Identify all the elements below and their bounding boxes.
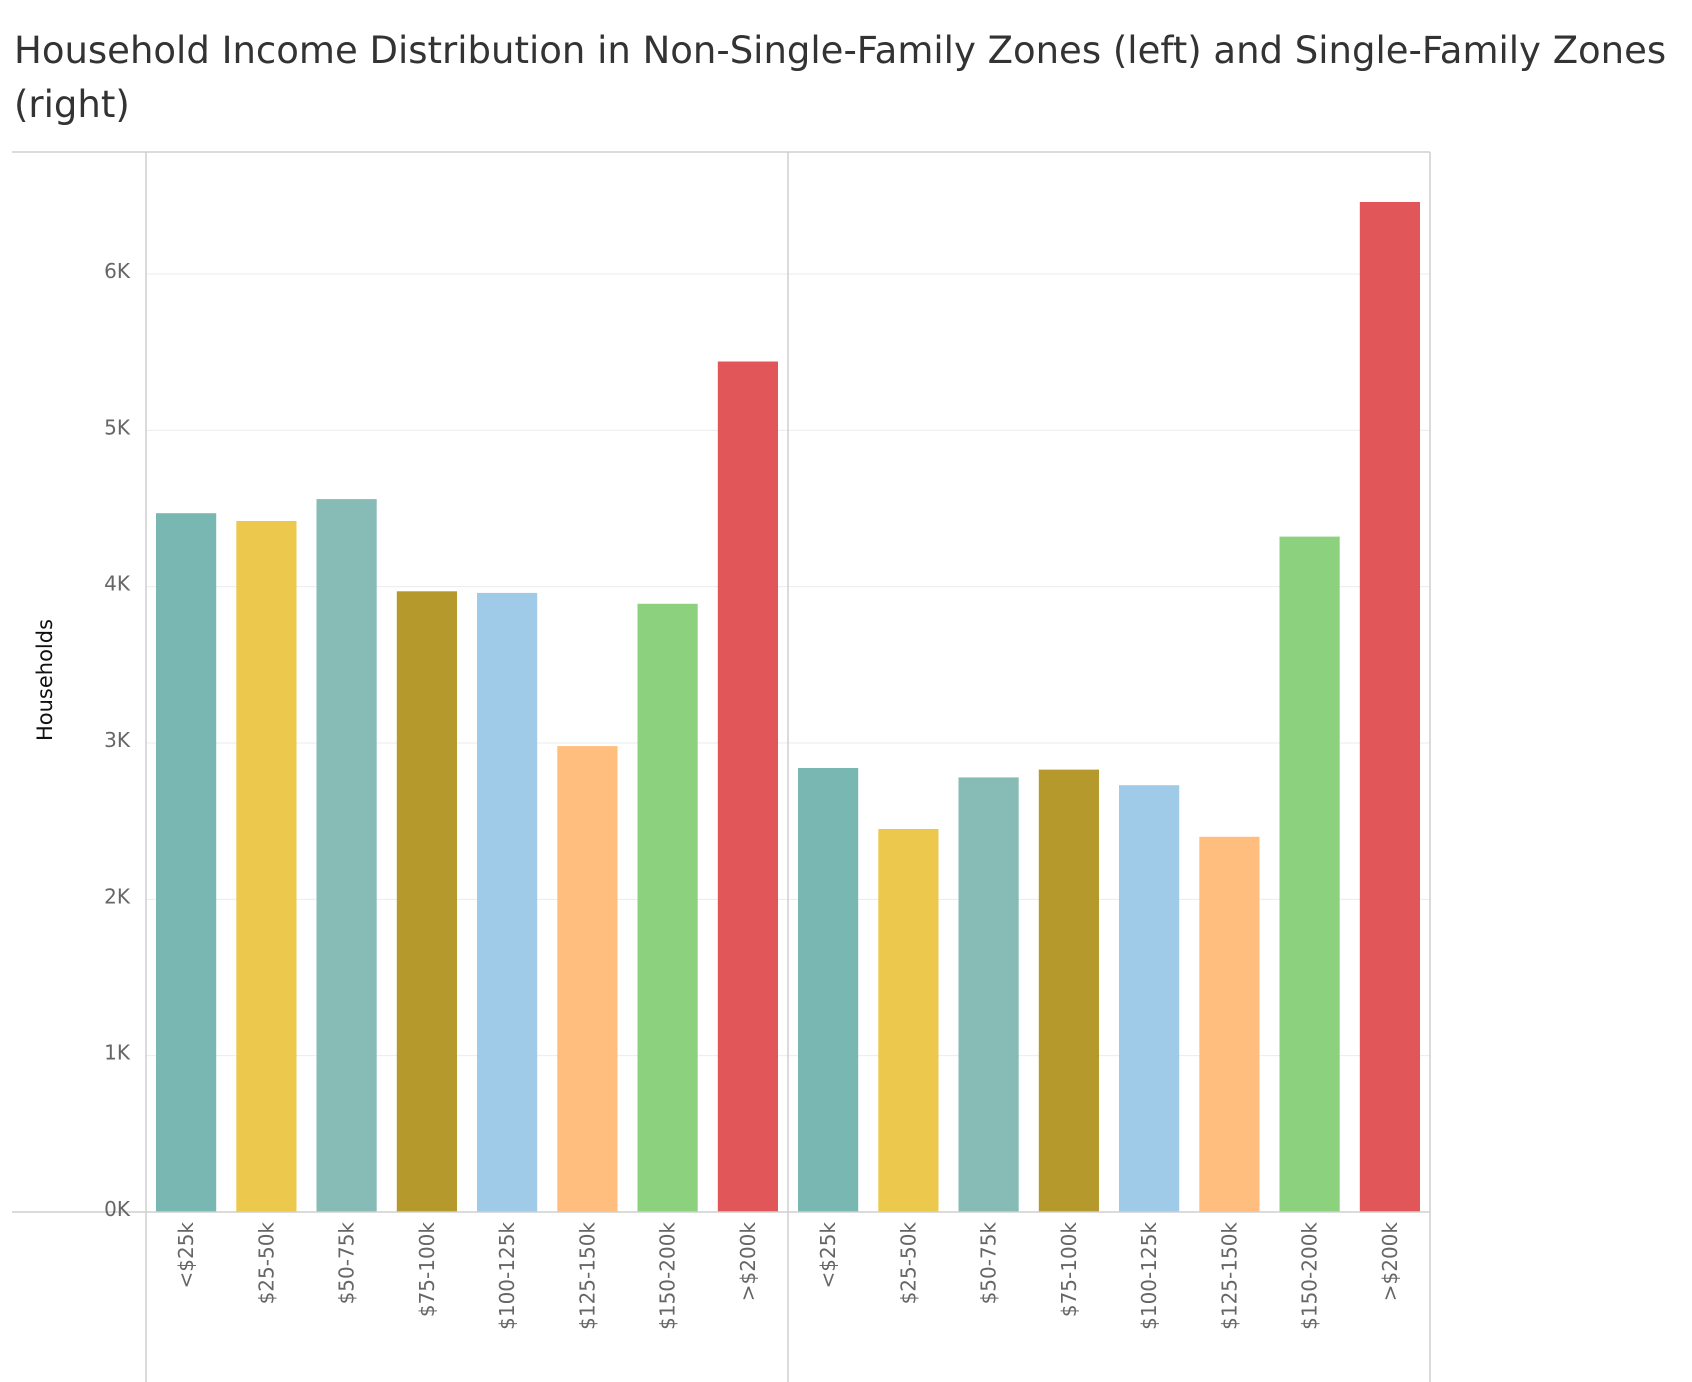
x-tick-label: $25-50k	[254, 1222, 278, 1305]
bar	[156, 513, 217, 1212]
x-tick-label: $50-75k	[977, 1222, 1001, 1305]
x-tick-label: <$25k	[174, 1222, 198, 1289]
bar	[878, 829, 939, 1212]
y-tick-label: 6K	[104, 259, 131, 283]
y-tick-label: 5K	[104, 415, 131, 439]
y-tick-label: 1K	[104, 1041, 131, 1065]
bars	[156, 202, 1420, 1213]
bar	[1199, 836, 1260, 1212]
y-tick-label: 2K	[104, 884, 131, 908]
x-tick-label: $125-150k	[575, 1222, 599, 1330]
x-tick-labels: <$25k $25-50k $50-75k $75-100k $100-125k $125…	[174, 1222, 1402, 1330]
x-tick-label: $75-100k	[415, 1222, 439, 1318]
bar	[637, 603, 698, 1212]
y-tick-label: 3K	[104, 728, 131, 752]
x-tick-label: $100-125k	[1137, 1222, 1161, 1330]
x-tick-label: $75-100k	[1057, 1222, 1081, 1318]
bar	[1038, 769, 1099, 1212]
y-axis-title: Households	[33, 619, 57, 741]
bar	[1279, 536, 1340, 1212]
x-tick-label: >$200k	[736, 1222, 760, 1302]
x-tick-label: <$25k	[816, 1222, 840, 1289]
y-tick-labels: 0K 1K 2K 3K 4K 5K 6K	[104, 259, 131, 1221]
bar	[316, 499, 377, 1213]
bar	[798, 768, 859, 1212]
x-tick-label: $125-150k	[1217, 1222, 1241, 1330]
x-tick-label: $150-200k	[1298, 1222, 1322, 1330]
bar	[958, 777, 1019, 1212]
bar	[236, 521, 297, 1212]
axes	[12, 151, 1431, 1382]
bar	[717, 361, 778, 1212]
bar	[477, 592, 538, 1212]
x-tick-label: $150-200k	[656, 1222, 680, 1330]
bar	[1119, 785, 1180, 1212]
chart-title: Household Income Distribution in Non-Sin…	[14, 29, 1667, 126]
bar	[1359, 202, 1420, 1212]
x-tick-label: $25-50k	[896, 1222, 920, 1305]
bar	[557, 746, 618, 1212]
y-tick-label: 0K	[104, 1197, 131, 1221]
x-tick-label: $100-125k	[495, 1222, 519, 1330]
y-tick-label: 4K	[104, 572, 131, 596]
x-tick-label: >$200k	[1378, 1222, 1402, 1302]
x-tick-label: $50-75k	[335, 1222, 359, 1305]
bar	[396, 591, 457, 1212]
